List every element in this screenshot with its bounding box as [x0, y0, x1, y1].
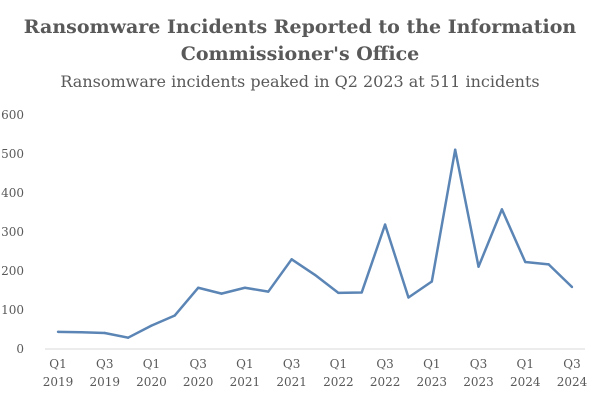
chart-subtitle: Ransomware incidents peaked in Q2 2023 a…	[60, 72, 540, 91]
data-point	[524, 260, 527, 264]
y-tick-label: 200	[1, 264, 24, 278]
x-tick-label: Q1	[330, 357, 347, 371]
data-point	[547, 263, 550, 266]
data-point	[220, 292, 223, 295]
data-point	[150, 324, 153, 327]
x-tick-label: Q3	[189, 357, 206, 371]
x-tick-label: 2021	[230, 375, 261, 389]
x-tick-label: Q1	[49, 357, 66, 371]
chart-title-line-2: Commissioner's Office	[180, 43, 420, 65]
data-point	[313, 273, 317, 277]
data-point	[243, 286, 247, 289]
chart-title: Ransomware Incidents Reported to the Inf…	[0, 14, 600, 68]
x-tick-label: 2020	[183, 375, 214, 389]
x-tick-label: Q3	[470, 357, 487, 371]
x-tick-label: Q3	[376, 357, 393, 371]
x-tick-label: 2023	[463, 375, 494, 389]
x-tick-label: 2024	[510, 375, 541, 389]
data-point	[290, 258, 293, 261]
y-tick-label: 400	[1, 186, 24, 200]
x-tick-label: 2024	[557, 375, 588, 389]
x-tick-label: Q3	[283, 357, 300, 371]
data-point	[453, 148, 457, 151]
data-point	[267, 290, 270, 293]
data-point	[103, 331, 106, 335]
x-tick-label: Q3	[96, 357, 113, 371]
data-point	[500, 208, 504, 211]
data-point	[407, 296, 410, 299]
data-point	[477, 265, 480, 268]
data-point	[196, 286, 200, 289]
data-point	[360, 291, 363, 294]
x-tick-label: 2022	[323, 375, 354, 389]
y-tick-label: 100	[1, 303, 24, 317]
x-tick-label: Q1	[143, 357, 160, 371]
data-point	[126, 336, 130, 339]
x-tick-label: Q1	[423, 357, 440, 371]
data-point	[337, 291, 340, 295]
x-tick-label: 2021	[276, 375, 307, 389]
y-tick-label: 0	[16, 342, 24, 356]
x-tick-label: Q1	[517, 357, 534, 371]
data-point	[383, 223, 387, 226]
chart-title-line-1: Ransomware Incidents Reported to the Inf…	[23, 16, 577, 38]
x-tick-label: 2019	[89, 375, 120, 389]
y-tick-label: 600	[1, 108, 24, 122]
data-point	[430, 280, 434, 283]
data-point	[56, 330, 60, 334]
data-point	[80, 331, 83, 334]
x-tick-label: 2022	[370, 375, 401, 389]
x-tick-label: Q3	[563, 357, 580, 371]
x-tick-label: 2023	[417, 375, 448, 389]
y-tick-label: 300	[1, 225, 24, 239]
x-tick-label: Q1	[236, 357, 253, 371]
y-tick-label: 500	[1, 147, 24, 161]
series-line	[57, 148, 573, 339]
x-tick-label: 2019	[43, 375, 74, 389]
data-point	[173, 314, 177, 317]
data-point	[570, 285, 574, 289]
x-tick-label: 2020	[136, 375, 167, 389]
